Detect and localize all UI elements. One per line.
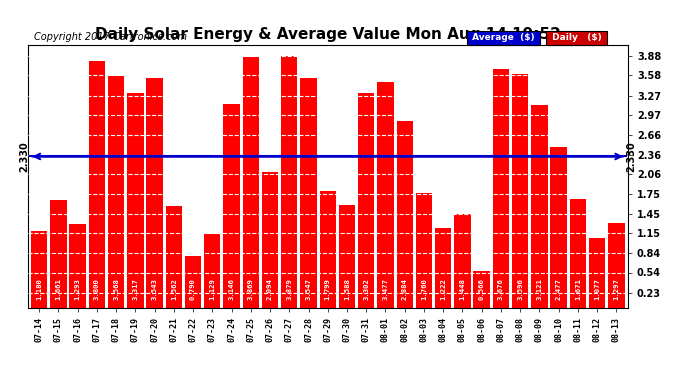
Text: Daily   ($): Daily ($) bbox=[549, 33, 604, 42]
Bar bbox=[531, 105, 548, 308]
Text: 2.330: 2.330 bbox=[20, 141, 30, 172]
Bar bbox=[493, 69, 509, 308]
Bar bbox=[300, 78, 317, 308]
Text: 2.477: 2.477 bbox=[555, 278, 562, 300]
Text: 1.297: 1.297 bbox=[613, 278, 620, 300]
Bar bbox=[377, 82, 394, 308]
Text: 1.293: 1.293 bbox=[75, 278, 81, 300]
Bar bbox=[262, 172, 278, 308]
Bar bbox=[50, 200, 66, 308]
Text: 2.094: 2.094 bbox=[267, 278, 273, 300]
Text: 3.547: 3.547 bbox=[306, 278, 311, 300]
Text: 2.330: 2.330 bbox=[626, 141, 635, 172]
Bar bbox=[89, 61, 105, 308]
Text: 3.800: 3.800 bbox=[94, 278, 100, 300]
Bar bbox=[185, 256, 201, 307]
Bar bbox=[551, 147, 566, 308]
Text: 1.760: 1.760 bbox=[421, 278, 427, 300]
Title: Daily Solar Energy & Average Value Mon Aug 14 19:52: Daily Solar Energy & Average Value Mon A… bbox=[95, 27, 561, 42]
Text: 1.129: 1.129 bbox=[209, 278, 215, 300]
Text: 3.121: 3.121 bbox=[536, 278, 542, 300]
Text: Average  ($): Average ($) bbox=[469, 33, 538, 42]
Text: 2.884: 2.884 bbox=[402, 278, 408, 300]
Bar bbox=[70, 224, 86, 308]
Bar bbox=[397, 121, 413, 308]
Bar bbox=[512, 74, 529, 307]
Text: 3.869: 3.869 bbox=[248, 278, 254, 300]
Text: 3.302: 3.302 bbox=[363, 278, 369, 300]
Bar bbox=[454, 214, 471, 308]
Text: Copyright 2017 Cartronics.com: Copyright 2017 Cartronics.com bbox=[34, 32, 186, 42]
Bar bbox=[435, 228, 451, 308]
Bar bbox=[339, 205, 355, 308]
Bar bbox=[473, 271, 490, 308]
Bar bbox=[608, 224, 624, 308]
Bar bbox=[108, 76, 124, 308]
Bar bbox=[166, 206, 182, 308]
Text: 1.222: 1.222 bbox=[440, 278, 446, 300]
Bar bbox=[146, 78, 163, 308]
Bar bbox=[319, 191, 336, 308]
Text: 1.799: 1.799 bbox=[325, 278, 331, 300]
Text: 3.879: 3.879 bbox=[286, 278, 293, 300]
Text: 0.790: 0.790 bbox=[190, 278, 196, 300]
Text: 1.588: 1.588 bbox=[344, 278, 350, 300]
Text: 1.562: 1.562 bbox=[171, 278, 177, 300]
Bar bbox=[224, 104, 239, 308]
Text: 3.317: 3.317 bbox=[132, 278, 139, 300]
Text: 1.671: 1.671 bbox=[575, 278, 581, 300]
Text: 3.568: 3.568 bbox=[113, 278, 119, 300]
Text: 3.676: 3.676 bbox=[498, 278, 504, 300]
Bar bbox=[570, 199, 586, 308]
Text: 1.448: 1.448 bbox=[460, 278, 466, 300]
Text: 0.566: 0.566 bbox=[479, 278, 484, 300]
Bar bbox=[127, 93, 144, 308]
Text: 1.661: 1.661 bbox=[55, 278, 61, 300]
Bar bbox=[243, 57, 259, 308]
Bar bbox=[281, 56, 297, 308]
Text: 1.077: 1.077 bbox=[594, 278, 600, 300]
Text: 1.180: 1.180 bbox=[36, 278, 42, 300]
Text: 3.596: 3.596 bbox=[517, 278, 523, 300]
Bar bbox=[358, 93, 375, 308]
Text: 3.543: 3.543 bbox=[152, 278, 157, 300]
Text: 3.146: 3.146 bbox=[228, 278, 235, 300]
Bar bbox=[31, 231, 48, 308]
Text: 3.477: 3.477 bbox=[382, 278, 388, 300]
Bar bbox=[416, 194, 432, 308]
Bar bbox=[204, 234, 221, 308]
Bar bbox=[589, 238, 605, 308]
